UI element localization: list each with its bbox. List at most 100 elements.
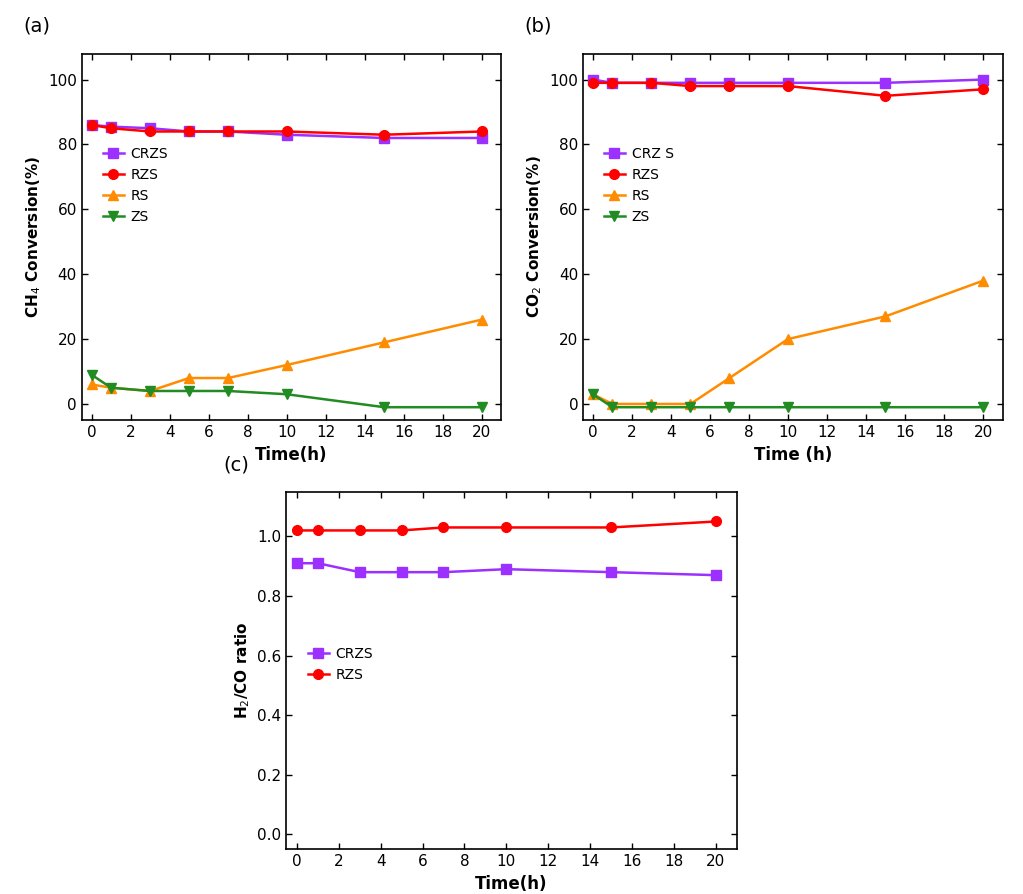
ZS [144, 385, 157, 396]
Text: (c): (c) [223, 455, 250, 474]
RS [782, 333, 794, 344]
RS [723, 373, 736, 384]
Y-axis label: H$_2$/CO ratio: H$_2$/CO ratio [233, 622, 252, 719]
CRZS [354, 567, 366, 578]
X-axis label: Time(h): Time(h) [256, 445, 327, 464]
CRZ S [977, 74, 989, 85]
RS [144, 385, 157, 396]
ZS [476, 401, 488, 412]
RS [183, 373, 195, 384]
CRZ S [880, 78, 892, 89]
RS [880, 311, 892, 322]
RZS [607, 78, 619, 89]
ZS [880, 401, 892, 412]
ZS [587, 389, 599, 400]
ZS [977, 401, 989, 412]
Legend: CRZ S, RZS, RS, ZS: CRZ S, RZS, RS, ZS [598, 141, 679, 229]
ZS [607, 401, 619, 412]
ZS [105, 383, 118, 393]
RZS [280, 126, 293, 137]
RZS [86, 120, 98, 131]
RZS [723, 80, 736, 91]
RZS [222, 126, 234, 137]
RZS [183, 126, 195, 137]
RS [86, 379, 98, 390]
RZS [684, 80, 697, 91]
Line: ZS: ZS [588, 390, 988, 412]
CRZ S [587, 74, 599, 85]
Text: (b): (b) [525, 17, 551, 36]
ZS [86, 369, 98, 380]
ZS [782, 401, 794, 412]
RZS [587, 78, 599, 89]
RZS [500, 522, 513, 533]
RZS [476, 126, 488, 137]
CRZ S [723, 78, 736, 89]
Line: CRZ S: CRZ S [588, 75, 988, 88]
RZS [880, 90, 892, 101]
RZS [646, 78, 658, 89]
Line: RZS: RZS [87, 120, 487, 139]
CRZS [710, 569, 722, 580]
CRZS [291, 558, 303, 569]
Legend: CRZS, RZS, RS, ZS: CRZS, RZS, RS, ZS [97, 141, 174, 229]
RZS [291, 525, 303, 536]
RS [222, 373, 234, 384]
CRZS [500, 564, 513, 575]
CRZS [312, 558, 324, 569]
CRZS [222, 126, 234, 137]
Line: RZS: RZS [292, 517, 720, 536]
ZS [222, 385, 234, 396]
RZS [710, 516, 722, 527]
CRZS [86, 120, 98, 131]
CRZS [396, 567, 408, 578]
RS [607, 399, 619, 409]
RS [587, 389, 599, 400]
ZS [723, 401, 736, 412]
X-axis label: Time(h): Time(h) [476, 874, 547, 893]
Y-axis label: CO$_2$ Conversion(%): CO$_2$ Conversion(%) [525, 156, 544, 318]
CRZ S [607, 78, 619, 89]
RS [684, 399, 697, 409]
Line: ZS: ZS [87, 370, 487, 412]
RS [977, 275, 989, 286]
CRZS [379, 132, 391, 143]
RS [476, 315, 488, 325]
RZS [396, 525, 408, 536]
CRZ S [782, 78, 794, 89]
CRZS [183, 126, 195, 137]
RZS [977, 84, 989, 95]
CRZS [437, 567, 449, 578]
CRZS [280, 130, 293, 140]
CRZS [144, 122, 157, 133]
CRZS [476, 132, 488, 143]
CRZS [605, 567, 617, 578]
ZS [379, 401, 391, 412]
CRZ S [684, 78, 697, 89]
RZS [312, 525, 324, 536]
Line: RZS: RZS [588, 78, 988, 101]
ZS [684, 401, 697, 412]
RZS [437, 522, 449, 533]
RZS [782, 80, 794, 91]
ZS [183, 385, 195, 396]
RS [280, 359, 293, 370]
RZS [144, 126, 157, 137]
RZS [354, 525, 366, 536]
Legend: CRZS, RZS: CRZS, RZS [303, 642, 379, 687]
X-axis label: Time (h): Time (h) [754, 445, 832, 464]
ZS [646, 401, 658, 412]
CRZ S [646, 78, 658, 89]
RZS [379, 130, 391, 140]
CRZS [105, 122, 118, 132]
RS [379, 337, 391, 348]
Line: CRZS: CRZS [87, 120, 487, 143]
Line: CRZS: CRZS [292, 559, 720, 580]
ZS [280, 389, 293, 400]
RS [105, 383, 118, 393]
RZS [105, 122, 118, 133]
RS [646, 399, 658, 409]
RZS [605, 522, 617, 533]
Line: RS: RS [588, 276, 988, 409]
Y-axis label: CH$_4$ Conversion(%): CH$_4$ Conversion(%) [24, 156, 43, 318]
